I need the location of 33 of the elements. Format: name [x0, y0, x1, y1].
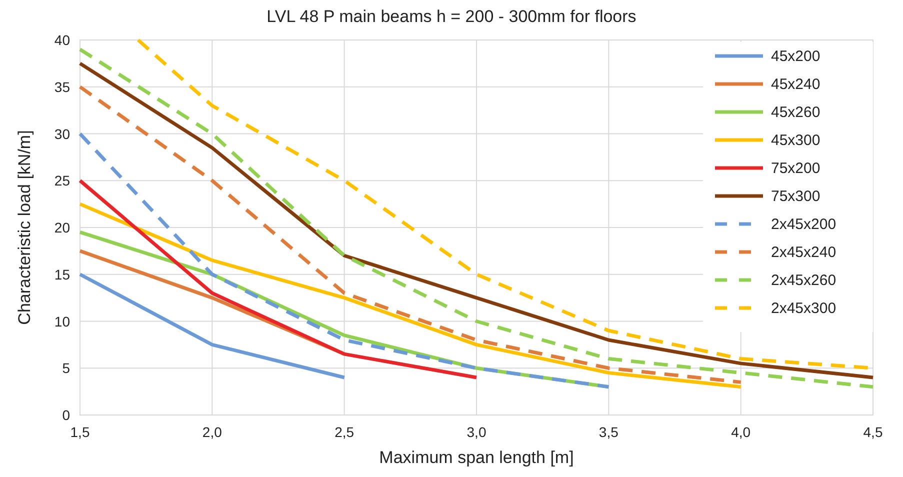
line-series [78, 202, 743, 389]
y-tick-label: 20 [54, 220, 70, 236]
x-tick-label: 4,5 [863, 424, 883, 440]
legend-label: 2x45x300 [771, 300, 836, 317]
line-series [78, 85, 743, 384]
legend-label: 2x45x240 [771, 244, 836, 261]
x-tick-label: 2,5 [334, 424, 354, 440]
x-axis-title: Maximum span length [m] [379, 448, 574, 467]
legend-label: 75x300 [771, 188, 820, 205]
y-tick-label: 40 [54, 32, 70, 48]
y-axis-title: Characteristic load [kN/m] [15, 130, 34, 325]
legend-label: 45x300 [771, 132, 820, 149]
line-series [78, 132, 610, 389]
legend-label: 75x200 [771, 160, 820, 177]
x-tick-label: 3,0 [466, 424, 486, 440]
legend-label: 2x45x200 [771, 216, 836, 233]
line-series [78, 178, 478, 380]
legend-label: 45x240 [771, 76, 820, 93]
y-tick-label: 30 [54, 126, 70, 142]
x-tick-label: 3,5 [598, 424, 619, 440]
y-tick-label: 15 [54, 266, 70, 282]
y-tick-label: 5 [62, 360, 70, 376]
chart-title: LVL 48 P main beams h = 200 - 300mm for floors [266, 7, 636, 26]
y-tick-label: 0 [62, 407, 70, 423]
y-tick-label: 10 [54, 313, 70, 330]
y-tick-label: 25 [54, 172, 70, 189]
legend-label: 45x260 [771, 104, 820, 121]
legend-label: 2x45x260 [771, 272, 836, 289]
x-tick-label: 4,0 [731, 424, 751, 440]
y-tick-label: 35 [54, 78, 70, 95]
x-tick-label: 2,0 [202, 424, 222, 440]
legend-label: 45x200 [771, 48, 820, 65]
x-tick-label: 1,5 [70, 424, 90, 440]
